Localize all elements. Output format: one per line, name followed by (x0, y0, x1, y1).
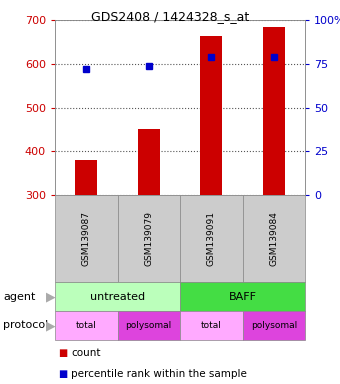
Text: protocol: protocol (3, 320, 49, 331)
Text: agent: agent (3, 291, 36, 302)
Text: ▶: ▶ (46, 290, 55, 303)
Bar (263, 26, 285, 195)
Text: ■: ■ (58, 348, 68, 358)
Text: count: count (71, 348, 101, 358)
Text: ■: ■ (58, 369, 68, 379)
Text: GSM139087: GSM139087 (82, 211, 91, 266)
Text: total: total (76, 321, 97, 330)
Text: GDS2408 / 1424328_s_at: GDS2408 / 1424328_s_at (91, 10, 249, 23)
Bar (200, 36, 222, 195)
Text: polysomal: polysomal (251, 321, 297, 330)
Bar (75, 160, 97, 195)
Text: GSM139084: GSM139084 (269, 211, 278, 266)
Text: BAFF: BAFF (228, 291, 256, 302)
Text: percentile rank within the sample: percentile rank within the sample (71, 369, 247, 379)
Text: polysomal: polysomal (125, 321, 172, 330)
Text: ▶: ▶ (46, 319, 55, 332)
Bar (138, 129, 160, 195)
Text: GSM139091: GSM139091 (207, 211, 216, 266)
Text: total: total (201, 321, 222, 330)
Text: untreated: untreated (90, 291, 145, 302)
Text: GSM139079: GSM139079 (144, 211, 153, 266)
